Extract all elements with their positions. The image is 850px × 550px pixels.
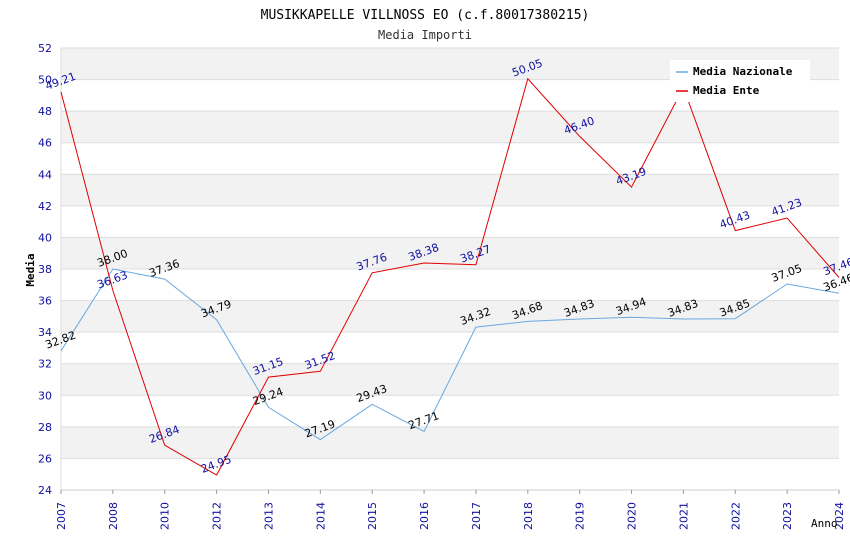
y-axis-label: Media [24,253,37,286]
x-tick-label: 2020 [626,502,639,530]
x-tick-label: 2023 [781,502,794,530]
y-tick-label: 46 [38,137,52,150]
y-tick-label: 42 [38,200,52,213]
x-tick-label: 2022 [729,502,742,530]
plot-band [61,174,839,206]
x-tick-label: 2008 [107,502,120,530]
legend: Media Nazionale Media Ente [670,60,810,102]
chart-subtitle: Media Importi [378,28,472,42]
x-tick-label: 2021 [677,502,690,530]
y-tick-label: 50 [38,74,52,87]
plot-background-bands [61,48,839,459]
legend-box [670,60,810,102]
series-line-media-nazionale [60,268,840,441]
y-tick-label: 44 [38,168,52,181]
legend-label-media-ente: Media Ente [693,84,760,97]
chart-title: MUSIKKAPELLE VILLNOSS EO (c.f.8001738021… [261,8,590,23]
y-tick-label: 24 [38,484,52,497]
y-tick-label: 30 [38,389,52,402]
y-tick-labels: 24 26 28 30 32 34 36 38 40 42 44 46 48 50 52 [38,42,52,497]
y-tick-label: 32 [38,358,52,371]
y-tick-label: 52 [38,42,52,55]
x-tick-label: 2018 [522,502,535,530]
x-tick-label: 2015 [366,502,379,530]
x-tick-label: 2010 [159,502,172,530]
x-tick-label: 2019 [574,502,587,530]
x-tick-label: 2013 [262,502,275,530]
series-lines [60,77,840,476]
x-tick-label: 2014 [314,502,327,530]
series-line-media-ente [60,77,840,476]
x-axis-label: Anno [811,517,838,530]
legend-label-media-nazionale: Media Nazionale [693,65,793,78]
x-tick-label: 2024 [833,502,846,530]
x-tick-label: 2012 [211,502,224,530]
y-tick-label: 48 [38,105,52,118]
x-tick-label: 2016 [418,502,431,530]
y-tick-label: 34 [38,326,52,339]
y-tick-label: 36 [38,295,52,308]
y-tick-label: 26 [38,452,52,465]
x-tick-label: 2017 [470,502,483,530]
axes [60,48,840,494]
y-tick-label: 28 [38,421,52,434]
plot-band [61,300,839,333]
x-tick-labels: 2007 2008 2010 2012 2013 2014 2015 2016 2017 2018… [55,502,846,530]
y-tick-label: 38 [38,263,52,276]
plot-band [61,111,839,143]
plot-band [61,426,839,459]
y-tick-label: 40 [38,231,52,244]
x-tick-label: 2007 [55,502,68,530]
